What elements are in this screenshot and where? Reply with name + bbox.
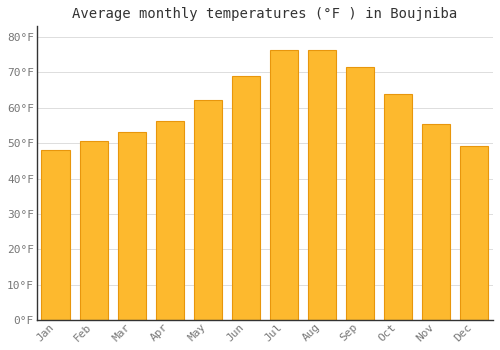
Bar [42, 149, 70, 320]
Bar [118, 132, 146, 320]
Bar [232, 76, 260, 320]
Bar [308, 50, 336, 320]
Bar [80, 141, 108, 320]
Title: Average monthly temperatures (°F ) in Boujniba: Average monthly temperatures (°F ) in Bo… [72, 7, 458, 21]
Bar [460, 146, 488, 320]
Bar [270, 50, 298, 320]
Bar [384, 93, 412, 320]
Bar [346, 66, 374, 320]
Bar [422, 124, 450, 320]
Bar [156, 121, 184, 320]
Bar [194, 100, 222, 320]
